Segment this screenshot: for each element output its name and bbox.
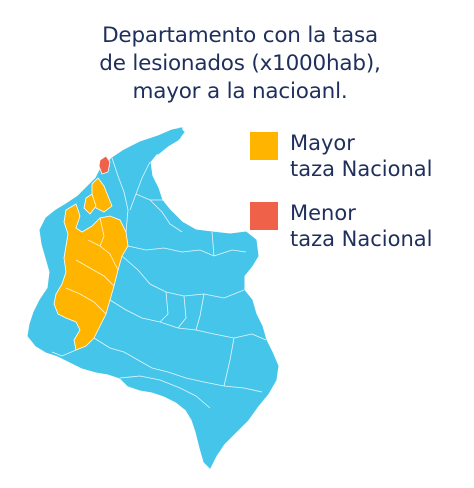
map-title: Departamento con la tasa de lesionados (… <box>60 22 420 106</box>
legend-item-above: Mayor taza Nacional <box>250 130 433 182</box>
peninsula <box>149 127 185 155</box>
title-line-3: mayor a la nacioanl. <box>132 79 348 104</box>
legend-label-above: Mayor taza Nacional <box>290 131 433 181</box>
region-above-main <box>53 203 129 351</box>
legend-swatch-below <box>250 202 278 230</box>
title-line-2: de lesionados (x1000hab), <box>99 51 381 76</box>
legend-label-below: Menor taza Nacional <box>290 201 433 251</box>
legend-item-below: Menor taza Nacional <box>250 200 433 252</box>
department-borders <box>51 157 267 409</box>
region-above-upper <box>83 193 97 215</box>
region-below <box>98 155 111 175</box>
legend-swatch-above <box>250 132 278 160</box>
title-line-1: Departamento con la tasa <box>102 23 378 48</box>
